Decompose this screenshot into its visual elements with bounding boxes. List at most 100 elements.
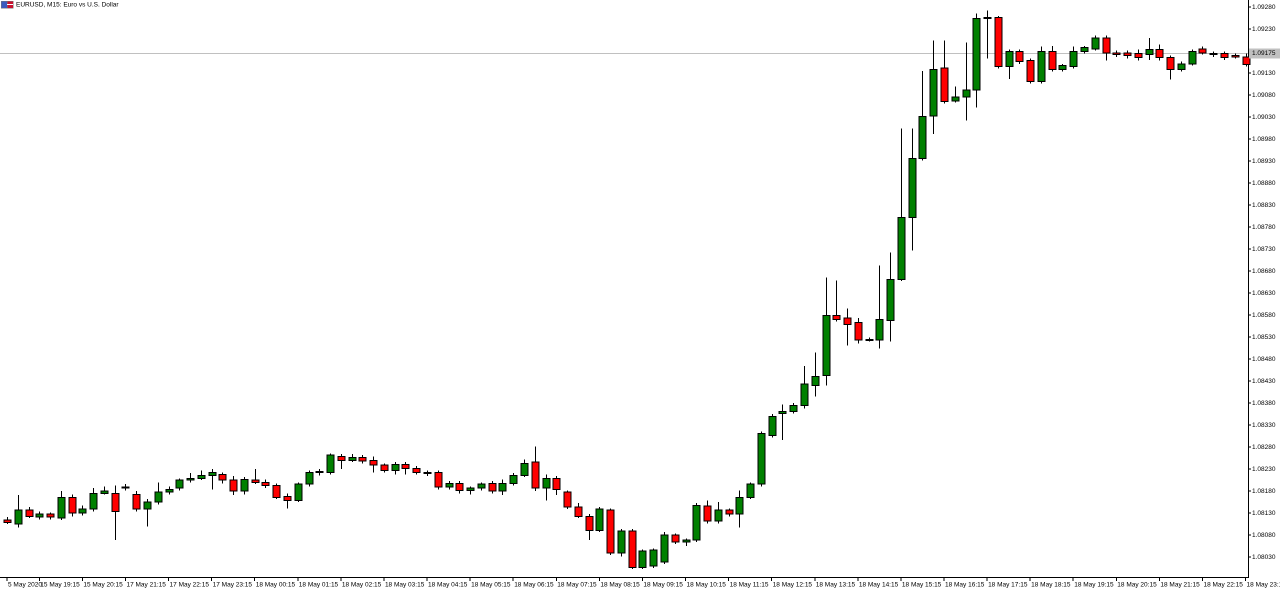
candle-body bbox=[186, 477, 195, 481]
candle-body bbox=[261, 481, 270, 486]
candle-body bbox=[1155, 49, 1164, 59]
candle-body bbox=[1198, 48, 1207, 54]
candle-body bbox=[305, 471, 314, 485]
y-tick-label: 1.08930 bbox=[1252, 158, 1276, 165]
candle-body bbox=[854, 322, 863, 341]
y-tick-label: 1.08180 bbox=[1252, 488, 1276, 495]
candle-body bbox=[929, 69, 938, 117]
y-tick-label: 1.08480 bbox=[1252, 356, 1276, 363]
candle-body bbox=[552, 477, 561, 490]
x-tick-label: 18 May 15:15 bbox=[902, 582, 942, 589]
candle-body bbox=[240, 478, 249, 492]
candle-body bbox=[25, 509, 34, 517]
candle-body bbox=[477, 483, 486, 489]
x-tick-label: 17 May 22:15 bbox=[170, 582, 210, 589]
candle-body bbox=[391, 463, 400, 471]
candle-body bbox=[822, 315, 831, 376]
candle-body bbox=[380, 464, 389, 471]
chart-title: EURUSD, M15: Euro vs U.S. Dollar bbox=[16, 2, 119, 9]
candle-body bbox=[908, 157, 917, 218]
candle-body bbox=[725, 509, 734, 515]
candle-body bbox=[1188, 50, 1197, 65]
candle-body bbox=[649, 549, 658, 567]
x-tick-label: 18 May 19:15 bbox=[1074, 582, 1114, 589]
candle-body bbox=[1231, 54, 1240, 58]
candle-body bbox=[617, 530, 626, 554]
x-tick-label: 18 May 10:15 bbox=[687, 582, 727, 589]
candle-body bbox=[865, 338, 874, 341]
x-tick-label: 18 May 22:15 bbox=[1203, 582, 1243, 589]
candle-body bbox=[735, 496, 744, 515]
y-tick-label: 1.08130 bbox=[1252, 510, 1276, 517]
x-tick-label: 17 May 23:15 bbox=[213, 582, 253, 589]
candle-body bbox=[1166, 57, 1175, 71]
candle-body bbox=[294, 483, 303, 501]
y-tick-label: 1.08380 bbox=[1252, 400, 1276, 407]
y-tick-label: 1.08280 bbox=[1252, 444, 1276, 451]
symbol-icon bbox=[0, 0, 14, 9]
candle-body bbox=[1209, 53, 1218, 56]
candle-body bbox=[800, 383, 809, 406]
x-tick-label: 18 May 04:15 bbox=[428, 582, 468, 589]
y-tick-label: 1.09130 bbox=[1252, 70, 1276, 77]
candle-body bbox=[423, 471, 432, 474]
y-tick-label: 1.09030 bbox=[1252, 114, 1276, 121]
candle-body bbox=[57, 496, 66, 519]
candle-body bbox=[78, 508, 87, 514]
candle-body bbox=[455, 482, 464, 491]
x-tick-label: 18 May 06:15 bbox=[514, 582, 554, 589]
candle-body bbox=[520, 462, 529, 476]
candle-body bbox=[1069, 50, 1078, 67]
candle-body bbox=[488, 482, 497, 492]
candle-body bbox=[1015, 50, 1024, 63]
x-tick-label: 18 May 14:15 bbox=[859, 582, 899, 589]
x-tick-label: 18 May 21:15 bbox=[1160, 582, 1200, 589]
candle-body bbox=[218, 473, 227, 481]
candle-body bbox=[358, 456, 367, 462]
candle-body bbox=[251, 479, 260, 483]
y-tick-label: 1.08430 bbox=[1252, 378, 1276, 385]
y-tick-label: 1.09280 bbox=[1252, 4, 1276, 11]
candle-body bbox=[229, 479, 238, 492]
x-tick-label: 5 May 2020 bbox=[8, 582, 42, 589]
candle-body bbox=[563, 491, 572, 508]
candle-body bbox=[89, 492, 98, 510]
candle-body bbox=[768, 415, 777, 436]
candle-body bbox=[1134, 53, 1143, 59]
x-tick-label: 15 May 20:15 bbox=[83, 582, 123, 589]
candle-body bbox=[197, 474, 206, 479]
candle-body bbox=[337, 455, 346, 461]
x-tick-label: 15 May 19:15 bbox=[40, 582, 80, 589]
x-tick-label: 18 May 20:15 bbox=[1117, 582, 1157, 589]
candle-body bbox=[111, 492, 120, 512]
candle-body bbox=[434, 471, 443, 488]
candle-body bbox=[35, 513, 44, 518]
candle-body bbox=[962, 89, 971, 98]
candle-body bbox=[606, 509, 615, 554]
candle-body bbox=[789, 404, 798, 413]
candle-body bbox=[165, 488, 174, 493]
candle-body bbox=[283, 495, 292, 501]
x-tick-label: 18 May 01:15 bbox=[299, 582, 339, 589]
x-tick-label: 18 May 12:15 bbox=[773, 582, 813, 589]
candle-body bbox=[369, 459, 378, 466]
x-tick-label: 17 May 21:15 bbox=[126, 582, 166, 589]
y-tick-label: 1.08630 bbox=[1252, 290, 1276, 297]
candle-body bbox=[1177, 63, 1186, 71]
candle-body bbox=[714, 509, 723, 522]
candle-body bbox=[531, 461, 540, 489]
candle-body bbox=[1080, 47, 1089, 52]
candle-body bbox=[1037, 50, 1046, 82]
x-tick-label: 18 May 07:15 bbox=[557, 582, 597, 589]
y-tick-label: 1.08030 bbox=[1252, 554, 1276, 561]
y-tick-label: 1.08330 bbox=[1252, 422, 1276, 429]
y-tick-label: 1.08230 bbox=[1252, 466, 1276, 473]
candle-body bbox=[897, 216, 906, 280]
candle-body bbox=[1145, 49, 1154, 56]
x-tick-label: 18 May 03:15 bbox=[385, 582, 425, 589]
candle-body bbox=[1026, 60, 1035, 82]
y-tick-label: 1.08830 bbox=[1252, 202, 1276, 209]
x-tick-label: 18 May 09:15 bbox=[643, 582, 683, 589]
